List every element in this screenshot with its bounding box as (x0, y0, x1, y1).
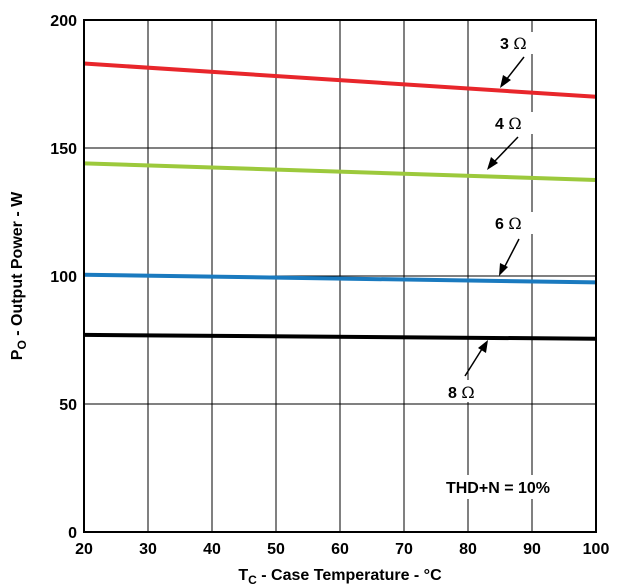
label-bg-8ohm (440, 380, 498, 402)
label-4ohm-num: 4 (495, 116, 504, 133)
leader-6ohm (503, 238, 520, 269)
label-6ohm: 6 Ω (495, 214, 522, 233)
series-line-8ohm (83, 332, 597, 341)
label-8ohm-num: 8 (448, 385, 457, 402)
x-tick-label: 30 (139, 541, 157, 558)
x-tick-label: 70 (395, 541, 413, 558)
x-tick-label: 50 (267, 541, 285, 558)
x-tick-label: 40 (203, 541, 221, 558)
label-4ohm-unit: Ω (508, 114, 521, 133)
series-line-4ohm (83, 161, 597, 182)
y-axis-title-sub: O (15, 340, 29, 349)
leader-4ohm (493, 136, 519, 163)
x-axis-title-rest: - Case Temperature - °C (257, 567, 442, 584)
series-labels: 3 Ω 4 Ω 6 Ω 8 Ω (440, 32, 550, 402)
tick-labels: 20 30 40 50 60 70 80 90 100 0 50 100 150 200 (50, 13, 609, 558)
arrowhead-8ohm (478, 340, 488, 353)
label-3ohm-num: 3 (500, 36, 509, 53)
label-3ohm: 3 Ω (500, 34, 527, 53)
label-3ohm-unit: Ω (513, 34, 526, 53)
x-axis-title-sub: C (248, 573, 257, 587)
x-tick-label: 80 (459, 541, 477, 558)
series-lines (83, 61, 597, 341)
y-tick-label: 0 (68, 525, 77, 542)
leader-3ohm (505, 56, 525, 81)
label-6ohm-num: 6 (495, 216, 504, 233)
y-tick-label: 150 (50, 141, 77, 158)
y-tick-label: 50 (59, 397, 77, 414)
arrowhead-6ohm (499, 263, 508, 276)
series-line-6ohm (83, 272, 597, 285)
arrowhead-4ohm (487, 157, 498, 170)
annotation-thd: THD+N = 10% (446, 480, 550, 497)
arrowhead-3ohm (500, 75, 511, 88)
label-8ohm-unit: Ω (461, 383, 474, 402)
label-bg-6ohm (487, 212, 545, 234)
x-axis-title-main: T (238, 567, 248, 584)
label-4ohm: 4 Ω (495, 114, 522, 133)
leader-8ohm (464, 348, 483, 377)
label-bg-3ohm (492, 32, 550, 54)
label-bg-4ohm (487, 112, 545, 134)
x-tick-label: 60 (331, 541, 349, 558)
label-6ohm-unit: Ω (508, 214, 521, 233)
y-tick-label: 100 (50, 269, 77, 286)
y-axis-title: PO - Output Power - W (9, 191, 29, 360)
label-8ohm: 8 Ω (448, 383, 475, 402)
y-tick-label: 200 (50, 13, 77, 30)
x-tick-label: 20 (75, 541, 93, 558)
series-line-3ohm (83, 61, 597, 99)
x-axis-title: TC - Case Temperature - °C (238, 567, 442, 587)
x-tick-label: 100 (583, 541, 610, 558)
y-axis-title-main: P (9, 349, 26, 360)
y-axis-title-rest: - Output Power - W (9, 191, 26, 340)
annotation-background (418, 475, 578, 499)
plot-frame (83, 19, 597, 533)
x-tick-label: 90 (523, 541, 541, 558)
